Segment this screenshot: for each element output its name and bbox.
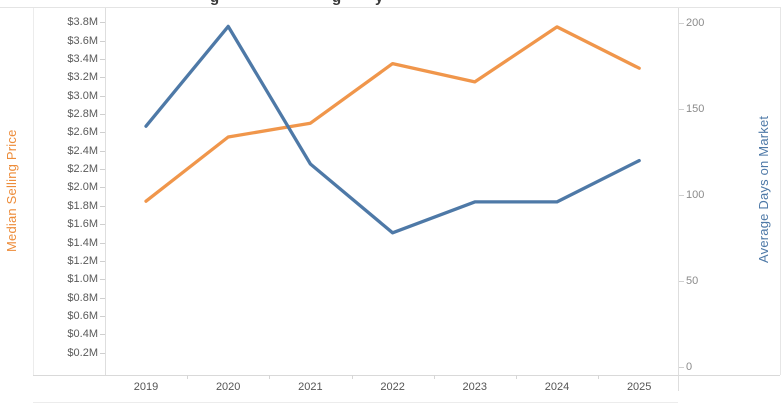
tick-mark <box>679 109 684 110</box>
left-axis-tick-label: $1.6M <box>67 218 98 231</box>
right-axis-tick-label: 50 <box>686 275 699 287</box>
tick-mark <box>598 375 600 379</box>
x-axis-tick-label: 2025 <box>626 381 652 393</box>
tick-mark <box>100 260 105 262</box>
bottom-pane-border <box>33 402 678 403</box>
left-axis-tick-label: $1.0M <box>67 273 98 286</box>
tick-mark <box>100 187 105 189</box>
x-axis-tick-label: 2019 <box>133 381 159 393</box>
tick-mark <box>679 367 684 368</box>
x-axis-tick-label: 2021 <box>298 381 323 393</box>
right-axis-tick-label: 200 <box>686 17 705 29</box>
x-axis-tick-label: 2023 <box>462 381 488 393</box>
x-axis-tick-label: 2022 <box>380 381 405 393</box>
left-axis-tick-label: $2.8M <box>67 108 98 121</box>
tick-mark <box>100 169 105 171</box>
left-axis-line <box>105 8 106 375</box>
tick-mark <box>100 77 105 79</box>
tick-mark <box>100 315 105 317</box>
left-axis-tick-label: $3.4M <box>67 53 98 65</box>
pane-left-divider <box>33 8 34 375</box>
average-days-on-market-line[interactable] <box>144 24 641 235</box>
tick-mark <box>100 352 105 354</box>
left-axis-tick-label: $3.2M <box>67 71 98 84</box>
left-axis-tick-label: $2.4M <box>67 144 98 157</box>
tick-mark <box>679 195 684 196</box>
tick-mark <box>100 297 105 299</box>
x-axis-tick-label: 2020 <box>215 381 241 393</box>
left-axis-tick-label: $0.6M <box>67 309 98 322</box>
cropped-page-title: ggy <box>0 0 781 8</box>
right-pane-border <box>780 8 781 375</box>
left-axis-tick-label: $2.2M <box>67 163 98 176</box>
tick-mark <box>100 40 105 42</box>
tick-mark <box>100 132 105 134</box>
cropped-title-descender: y <box>375 0 383 6</box>
tick-mark <box>100 59 105 60</box>
tick-mark <box>100 205 105 207</box>
right-axis-tick-label: 0 <box>686 361 693 373</box>
tick-mark <box>100 95 105 97</box>
right-axis-line <box>678 8 679 391</box>
tick-mark <box>187 375 189 379</box>
left-axis-tick-label: $1.2M <box>67 254 98 267</box>
tick-mark <box>433 375 435 379</box>
right-axis-tick-label: 150 <box>686 103 705 115</box>
median-selling-price-line[interactable] <box>144 25 641 203</box>
tick-mark <box>100 279 105 281</box>
tick-mark <box>679 281 684 282</box>
left-axis-tick-label: $2.0M <box>67 181 98 194</box>
left-axis-tick-label: $2.6M <box>67 126 98 139</box>
left-axis-tick-label: $3.6M <box>67 34 98 47</box>
tick-mark <box>100 150 105 152</box>
left-axis-tick-label: $3.0M <box>67 89 98 102</box>
tick-mark <box>515 375 517 379</box>
tick-mark <box>351 375 353 379</box>
x-axis-tick-label: 2024 <box>544 381 570 393</box>
cropped-title-descender: g <box>210 0 219 6</box>
left-axis-tick-label: $0.8M <box>67 291 98 304</box>
tick-mark <box>100 334 105 336</box>
tick-mark <box>100 114 105 116</box>
x-axis-line <box>33 375 780 376</box>
right-axis-tick-label: 100 <box>686 189 705 201</box>
left-axis-tick-label: $0.2M <box>67 346 98 359</box>
left-axis-tick-label: $1.8M <box>67 199 98 212</box>
tick-mark <box>269 375 271 379</box>
cropped-title-descender: g <box>332 0 341 6</box>
tick-mark <box>100 242 105 244</box>
tick-mark <box>100 224 105 226</box>
left-axis-tick-label: $1.4M <box>67 236 98 249</box>
tick-mark <box>100 22 105 24</box>
left-axis-tick-label: $0.4M <box>67 328 98 341</box>
left-axis-tick-label: $3.8M <box>67 16 98 29</box>
tick-mark <box>679 23 684 24</box>
